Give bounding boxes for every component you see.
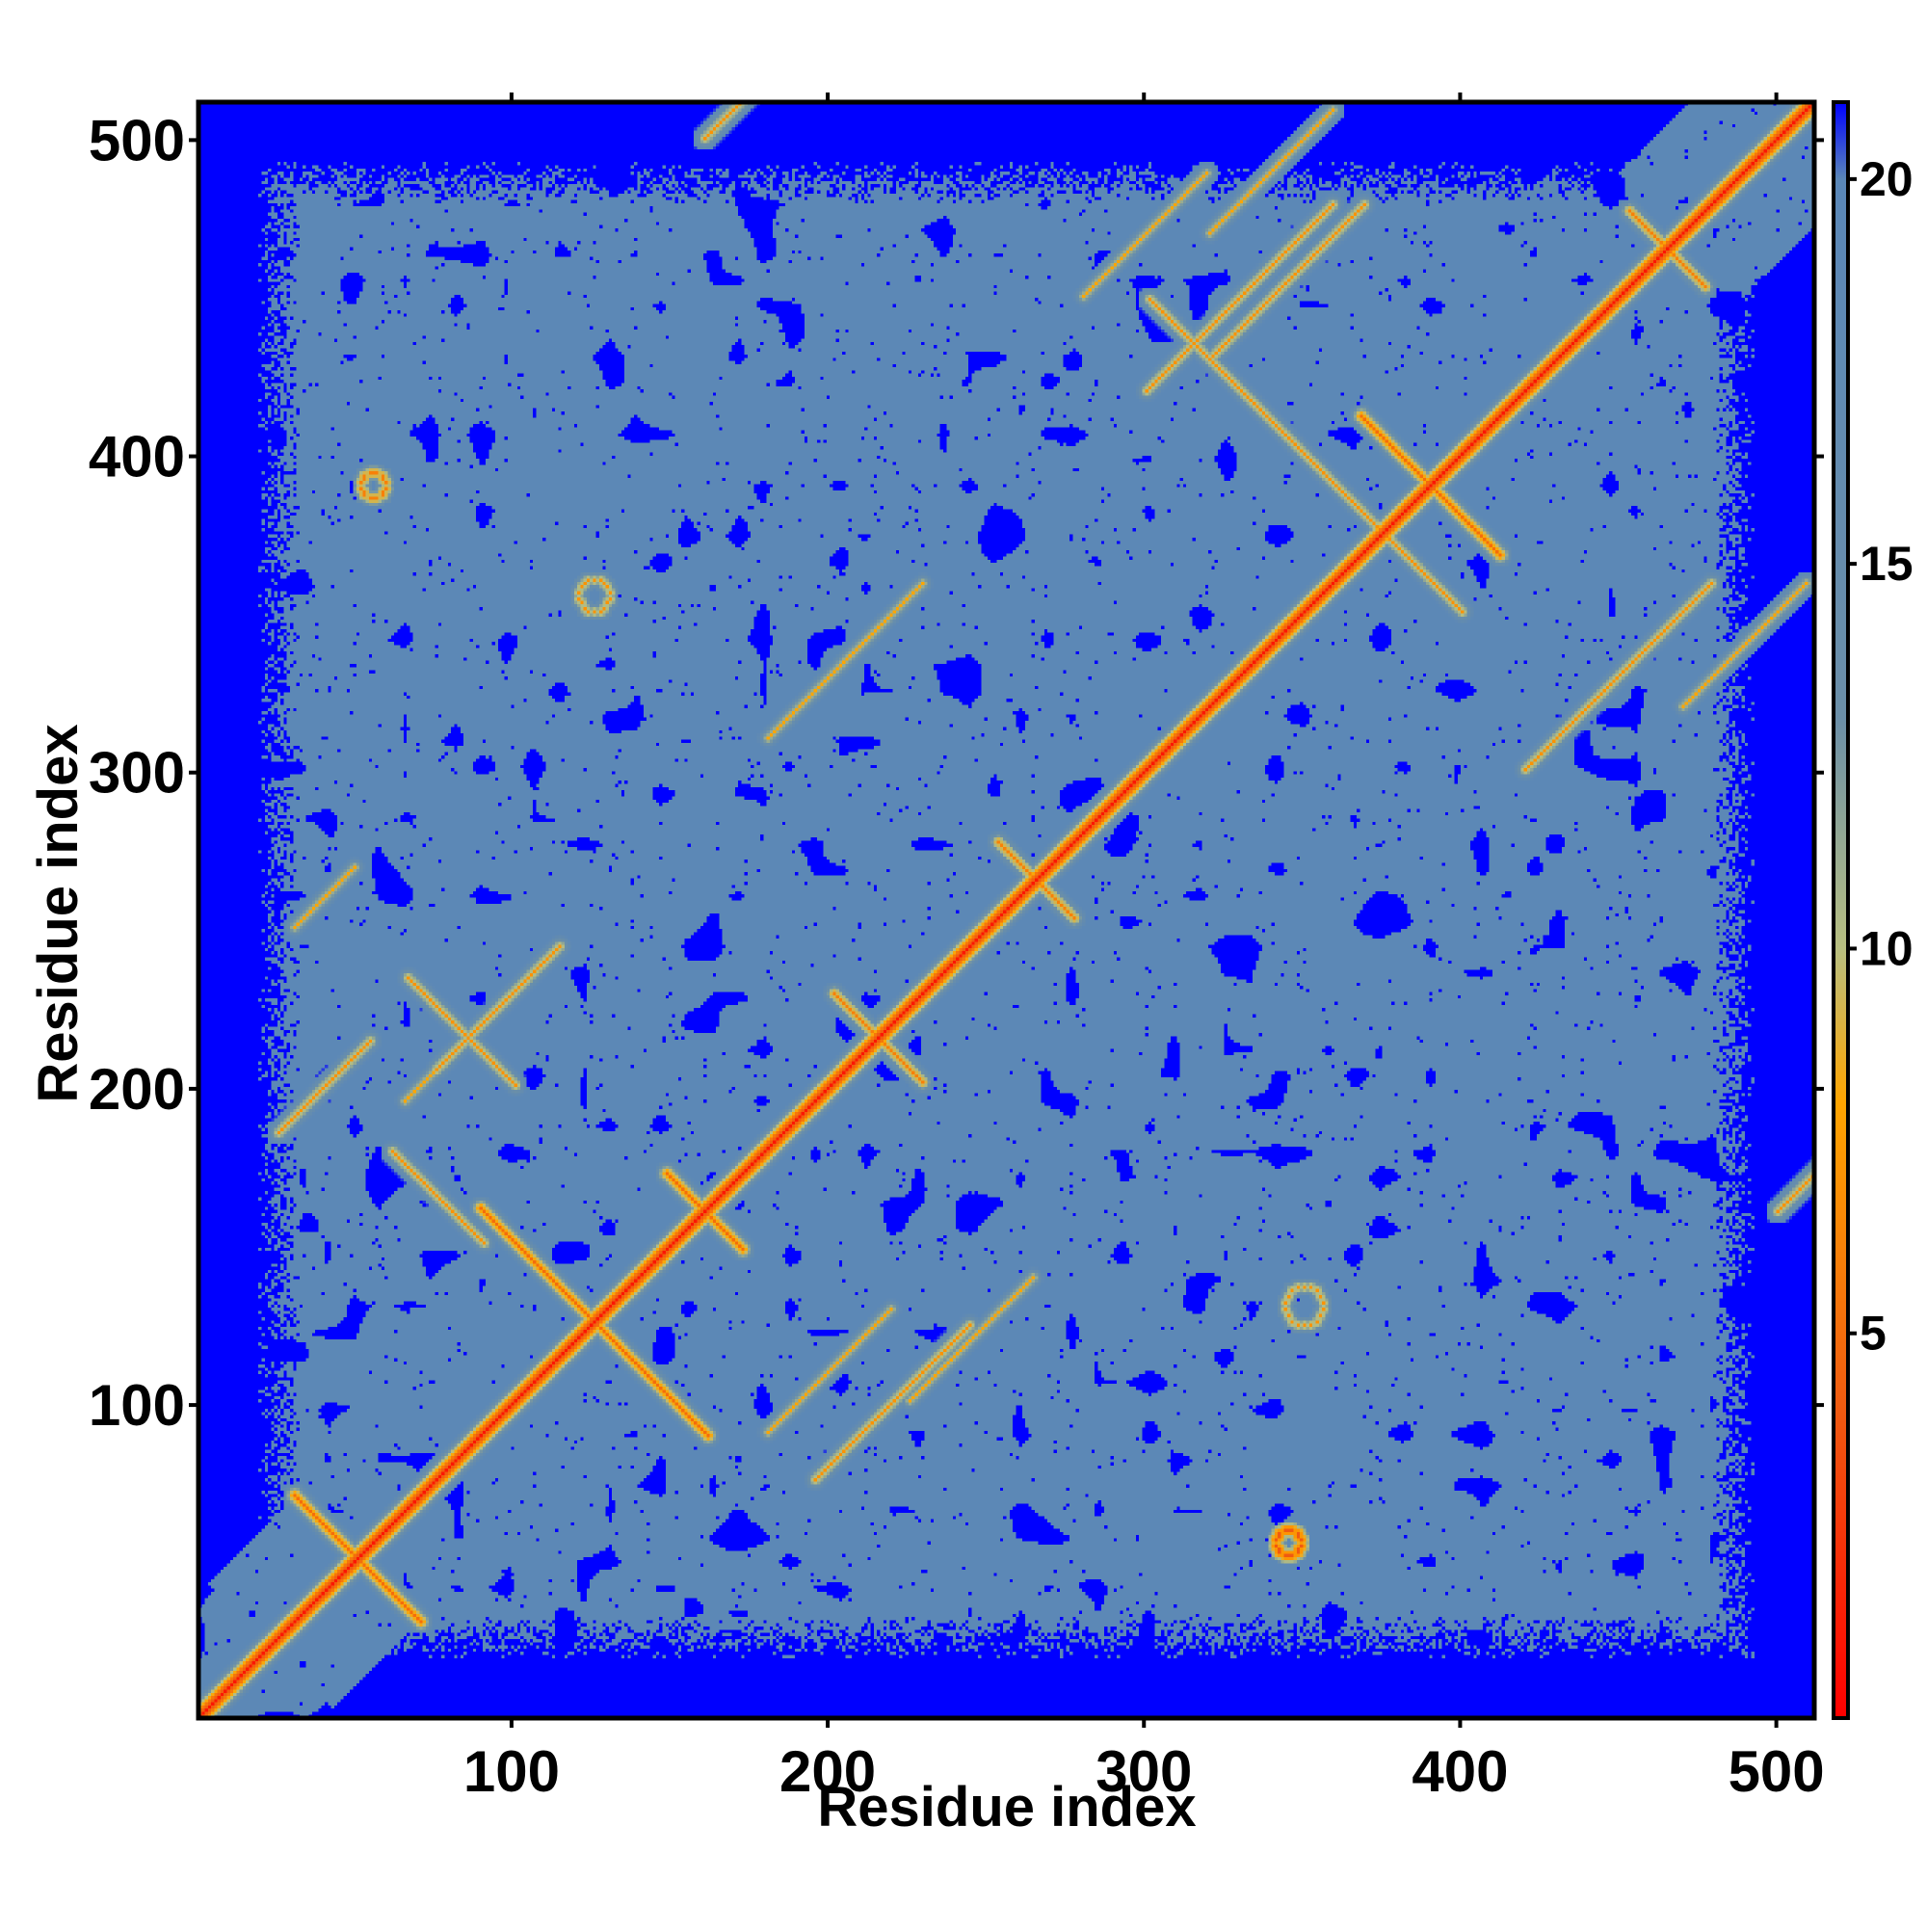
colorbar-tick-label: 10: [1860, 921, 1914, 975]
y-axis-left: 100 200 300 400 500: [89, 108, 198, 1438]
plot-frame: [196, 99, 1817, 1721]
x-axis-label: Residue index: [817, 1776, 1196, 1839]
x-tick-label: 100: [463, 1739, 560, 1804]
colorbar-ticks: 5 10 15 20: [1848, 152, 1914, 1361]
heatmap-container: [198, 102, 1814, 1718]
y-tick-label: 200: [89, 1057, 185, 1122]
colorbar: [1832, 100, 1850, 1720]
y-tick-label: 500: [89, 108, 185, 172]
x-tick-label: 200: [779, 1739, 876, 1804]
x-tick-label: 400: [1412, 1739, 1508, 1804]
x-axis-bottom: 100 200 300 400 500: [463, 1718, 1825, 1804]
y-axis-right: [1814, 138, 1824, 1408]
y-axis-label: Residue index: [27, 724, 90, 1102]
colorbar-tick-label: 20: [1860, 152, 1914, 206]
colorbar-tick-label: 5: [1860, 1307, 1887, 1361]
x-tick-label: 500: [1729, 1739, 1825, 1804]
heatmap-canvas: [198, 102, 1814, 1718]
colorbar-tick-label: 15: [1860, 537, 1914, 591]
y-tick-label: 300: [89, 741, 185, 806]
y-tick-label: 400: [89, 425, 185, 490]
x-axis-top: [509, 93, 1779, 102]
y-tick-label: 100: [89, 1373, 185, 1438]
x-tick-label: 300: [1095, 1739, 1192, 1804]
